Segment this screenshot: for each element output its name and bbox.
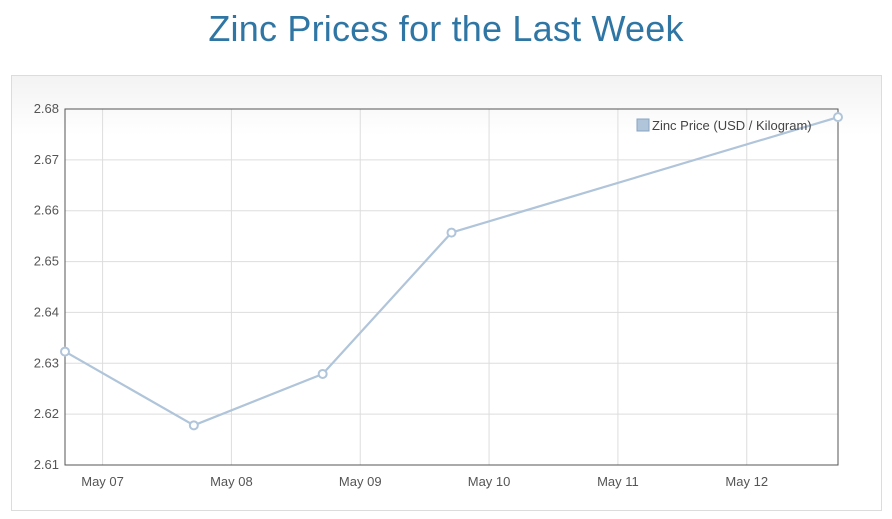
y-tick-label: 2.62 xyxy=(34,406,59,421)
plot-frame xyxy=(64,108,839,466)
x-tick-label: May 12 xyxy=(725,474,768,489)
tick-labels: 2.61 2.62 2.63 2.64 2.65 2.66 2.67 2.68 May 07 Ma… xyxy=(34,101,768,489)
x-tick-label: May 07 xyxy=(81,474,124,489)
legend-label[interactable]: Zinc Price (USD / Kilogram) xyxy=(652,118,812,133)
y-tick-label: 2.66 xyxy=(34,203,59,218)
data-point[interactable] xyxy=(833,112,843,123)
page-title: Zinc Prices for the Last Week xyxy=(208,8,684,49)
y-tick-label: 2.64 xyxy=(34,304,59,319)
y-tick-label: 2.65 xyxy=(34,254,59,269)
y-tick-label: 2.68 xyxy=(34,101,59,116)
y-tick-label: 2.63 xyxy=(34,355,59,370)
y-tick-label: 2.61 xyxy=(34,457,59,472)
series-line xyxy=(64,116,839,427)
y-tick-label: 2.67 xyxy=(34,152,59,167)
x-tick-label: May 11 xyxy=(597,474,639,489)
x-tick-label: May 08 xyxy=(210,474,253,489)
x-tick-label: May 09 xyxy=(339,474,382,489)
data-point[interactable] xyxy=(60,346,70,357)
data-point[interactable] xyxy=(317,368,328,379)
legend[interactable]: Zinc Price (USD / Kilogram) xyxy=(636,118,812,133)
series-layer xyxy=(60,112,843,431)
data-point[interactable] xyxy=(188,420,199,431)
x-tick-label: May 10 xyxy=(468,474,511,489)
data-point[interactable] xyxy=(446,227,457,238)
grid-lines xyxy=(65,108,838,466)
legend-swatch[interactable] xyxy=(636,118,650,132)
